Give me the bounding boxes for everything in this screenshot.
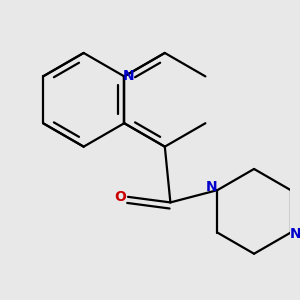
Text: N: N <box>123 69 134 83</box>
Text: N: N <box>290 227 300 241</box>
Text: O: O <box>114 190 126 204</box>
Text: N: N <box>206 180 218 194</box>
